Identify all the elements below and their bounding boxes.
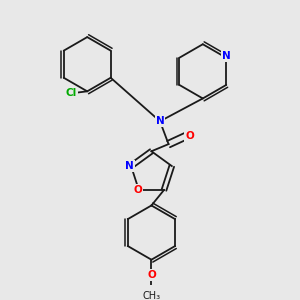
Text: Cl: Cl: [66, 88, 77, 98]
Text: O: O: [185, 130, 194, 141]
Text: O: O: [147, 270, 156, 280]
Text: N: N: [222, 51, 231, 62]
Text: CH₃: CH₃: [142, 291, 160, 300]
Text: N: N: [125, 161, 134, 171]
Text: O: O: [133, 185, 142, 195]
Text: N: N: [156, 116, 164, 126]
